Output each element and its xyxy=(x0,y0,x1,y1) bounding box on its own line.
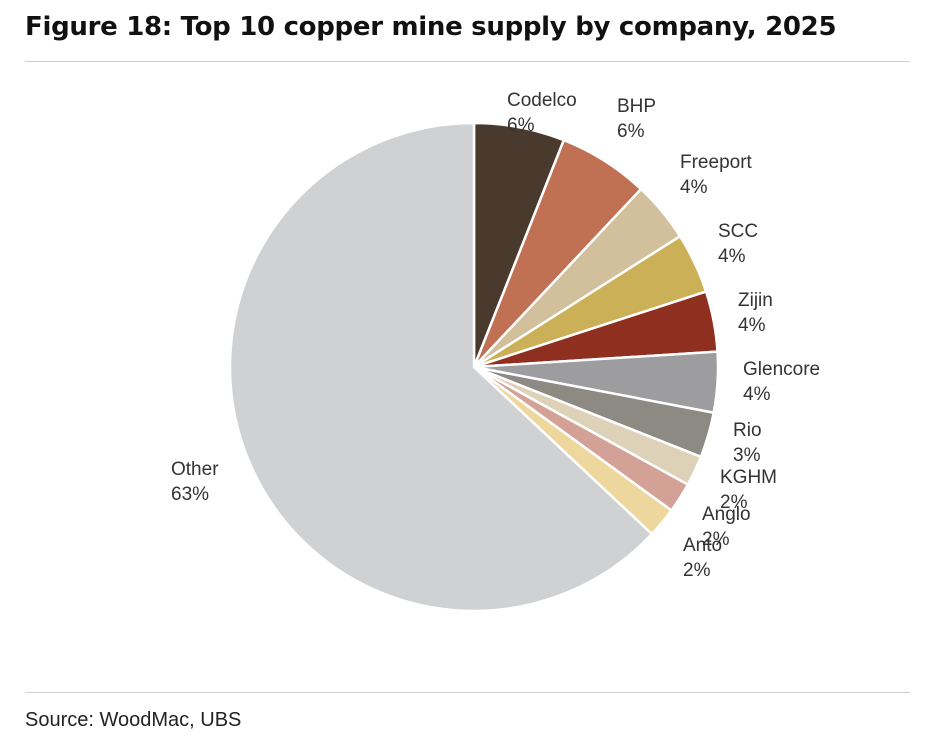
slice-label-scc: SCC 4% xyxy=(718,221,758,267)
slice-label-value: 2% xyxy=(683,560,711,581)
slice-label-name: Zijin xyxy=(738,290,773,311)
slice-label-value: 6% xyxy=(507,115,535,136)
slice-label-value: 4% xyxy=(743,384,771,405)
slice-label-kghm: KGHM 2% xyxy=(720,467,777,513)
slice-label-value: 4% xyxy=(738,315,766,336)
pie-slice-other xyxy=(228,121,654,613)
slice-label-glencore: Glencore 4% xyxy=(743,359,820,405)
slice-label-rio: Rio 3% xyxy=(733,420,762,466)
source-note: Source: WoodMac, UBS xyxy=(25,709,242,731)
slice-label-name: Codelco xyxy=(507,90,577,111)
slice-label-value: 2% xyxy=(702,529,730,550)
slice-label-value: 4% xyxy=(680,177,708,198)
slice-label-value: 4% xyxy=(718,246,746,267)
title-divider xyxy=(25,61,910,62)
footer-divider xyxy=(25,692,910,693)
slice-label-value: 6% xyxy=(617,121,645,142)
slice-label-freeport: Freeport 4% xyxy=(680,152,753,198)
slice-label-bhp: BHP 6% xyxy=(617,96,656,142)
slice-label-name: Other xyxy=(171,459,219,480)
slice-label-other: Other 63% xyxy=(171,459,219,505)
pie-chart: Codelco 6%BHP 6%Freeport 4%SCC 4%Zijin 4%Glen… xyxy=(171,90,820,613)
slice-label-name: Anto xyxy=(683,535,722,556)
slice-label-name: Rio xyxy=(733,420,762,441)
slice-label-name: SCC xyxy=(718,221,758,242)
slice-label-name: KGHM xyxy=(720,467,777,488)
slice-label-anto: Anto 2% xyxy=(683,535,722,581)
slice-label-name: Anglo xyxy=(702,504,751,525)
slice-label-value: 3% xyxy=(733,445,761,466)
slice-label-zijin: Zijin 4% xyxy=(738,290,773,336)
slice-label-codelco: Codelco 6% xyxy=(507,90,577,136)
slice-label-name: Freeport xyxy=(680,152,753,173)
slice-label-name: BHP xyxy=(617,96,656,117)
slice-label-value: 2% xyxy=(720,492,748,513)
pie-slices xyxy=(228,121,720,613)
slice-label-value: 63% xyxy=(171,484,209,505)
slice-label-name: Glencore xyxy=(743,359,820,380)
chart-title: Figure 18: Top 10 copper mine supply by … xyxy=(25,12,837,42)
slice-label-anglo: Anglo 2% xyxy=(702,504,751,550)
pie-labels: Codelco 6%BHP 6%Freeport 4%SCC 4%Zijin 4%Glen… xyxy=(171,90,820,581)
